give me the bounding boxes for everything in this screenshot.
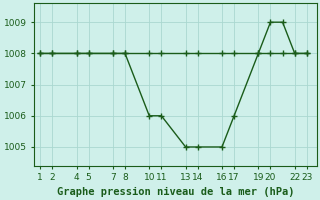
X-axis label: Graphe pression niveau de la mer (hPa): Graphe pression niveau de la mer (hPa) bbox=[57, 186, 294, 197]
